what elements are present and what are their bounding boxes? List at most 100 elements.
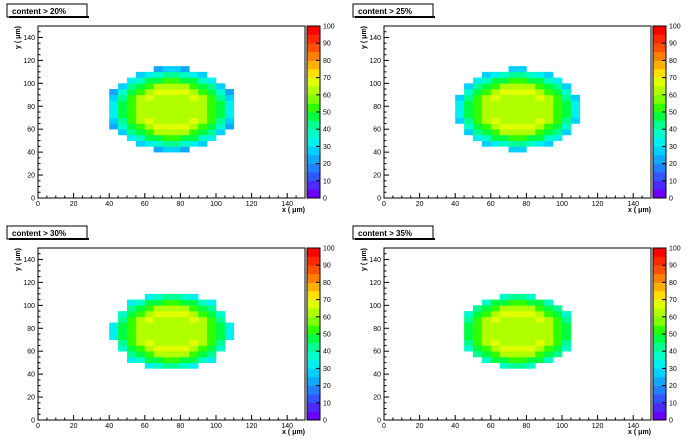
y-tick-label: 60 <box>27 127 35 134</box>
x-tick-label: 120 <box>592 423 604 430</box>
heatmap-cell <box>526 351 536 358</box>
heatmap-cell <box>127 83 137 90</box>
heatmap-cell <box>180 117 190 124</box>
chart-title: content > 30% <box>12 229 66 238</box>
heatmap-cell <box>499 356 509 363</box>
heatmap-cell <box>517 356 527 363</box>
heatmap-cell <box>499 311 509 318</box>
heatmap-cell <box>490 299 500 306</box>
heatmap-cell <box>490 129 500 136</box>
heatmap-chart-2: content > 25%0 20 40 60 80 100 120 140020406080… <box>352 3 681 214</box>
heatmap-cell <box>535 89 545 96</box>
heatmap-cell <box>198 334 208 341</box>
heatmap-cell <box>553 123 563 130</box>
heatmap-cell <box>464 106 474 113</box>
heatmap-cell <box>508 362 518 369</box>
heatmap-cell <box>224 322 235 329</box>
heatmap-cell <box>162 328 172 335</box>
heatmap-cell <box>180 129 190 136</box>
heatmap-cell <box>473 305 483 312</box>
heatmap-cell <box>171 83 181 90</box>
heatmap-cell <box>135 356 146 363</box>
heatmap-cell <box>526 311 536 318</box>
heatmap-cell <box>127 94 137 101</box>
heatmap-cell <box>153 112 163 119</box>
heatmap-cell <box>118 100 128 107</box>
colorbar-swatch <box>307 282 320 292</box>
heatmap-cell <box>499 89 509 96</box>
heatmap-cell <box>127 106 137 113</box>
heatmap-cell <box>144 311 154 318</box>
heatmap-cell <box>526 83 536 90</box>
heatmap-cell <box>499 100 509 107</box>
heatmap-cell <box>207 77 217 84</box>
colorbar-swatch <box>653 172 666 182</box>
heatmap-cell <box>224 89 235 96</box>
heatmap-cell <box>153 117 163 124</box>
heatmap-cell <box>517 123 527 130</box>
heatmap-cell <box>144 322 154 329</box>
heatmap-cell <box>144 305 154 312</box>
heatmap-cell <box>508 345 518 352</box>
heatmap-cell <box>473 106 483 113</box>
x-tick-label: 40 <box>451 423 459 430</box>
heatmap-cell <box>180 71 190 78</box>
heatmap-cell <box>198 311 208 318</box>
heatmap-cell <box>127 117 137 124</box>
heatmap-cell <box>207 94 217 101</box>
heatmap-cell <box>171 129 181 136</box>
heatmap-cell <box>162 316 172 323</box>
heatmap-cell <box>153 345 163 352</box>
heatmap-cell <box>508 305 518 312</box>
heatmap-cell <box>473 89 483 96</box>
heatmap-cell <box>207 106 217 113</box>
chart-title: content > 20% <box>12 7 66 16</box>
heatmap-cell <box>535 316 545 323</box>
heatmap-cell <box>481 117 492 124</box>
heatmap-cell <box>464 89 474 96</box>
heatmap-cell <box>562 117 572 124</box>
heatmap-cell <box>171 71 181 78</box>
x-tick-label: 120 <box>592 201 604 208</box>
x-tick-label: 100 <box>556 423 568 430</box>
heatmap-cell <box>153 328 163 335</box>
heatmap-cell <box>464 117 474 124</box>
heatmap-cell <box>490 112 500 119</box>
heatmap-cell <box>490 334 500 341</box>
heatmap-cell <box>189 100 199 107</box>
heatmap-cell <box>144 362 154 369</box>
colorbar-swatch <box>653 163 666 173</box>
heatmap-cell <box>508 339 518 346</box>
colorbar-swatch <box>653 256 666 266</box>
heatmap-cell <box>526 117 536 124</box>
heatmap-cell <box>570 106 581 113</box>
heatmap-cell <box>464 129 474 136</box>
heatmap-cell <box>224 100 235 107</box>
heatmap-cell <box>144 293 154 300</box>
heatmap-cell <box>198 94 208 101</box>
heatmap-cell <box>127 328 137 335</box>
heatmap-cell <box>207 328 217 335</box>
colorbar-swatch <box>307 137 320 147</box>
heatmap-cell <box>127 89 137 96</box>
heatmap-cell <box>508 66 518 73</box>
heatmap-cell <box>517 134 527 141</box>
colorbar-swatch <box>653 69 666 78</box>
heatmap-cell <box>109 322 119 329</box>
heatmap-cell <box>207 299 217 306</box>
heatmap-cell <box>526 339 536 346</box>
colorbar-tick-label: 70 <box>669 297 677 304</box>
colorbar: 0 10 20 30 40 50 60 70 80 90 100 <box>306 24 335 203</box>
heatmap-cell <box>499 334 509 341</box>
heatmap-cell <box>490 77 500 84</box>
heatmap-cell <box>207 322 217 329</box>
heatmap-cell <box>171 117 181 124</box>
heatmap-cell <box>508 146 518 153</box>
heatmap-cell <box>144 71 154 78</box>
heatmap-cell <box>189 345 199 352</box>
heatmap-chart-1: content > 20%0 20 40 60 80 100 120 140020406080… <box>6 3 335 214</box>
heatmap-cell <box>207 123 217 130</box>
heatmap-cell <box>171 328 181 335</box>
x-axis-label: x ( μm) <box>282 207 305 214</box>
y-tick-label: 60 <box>373 127 381 134</box>
